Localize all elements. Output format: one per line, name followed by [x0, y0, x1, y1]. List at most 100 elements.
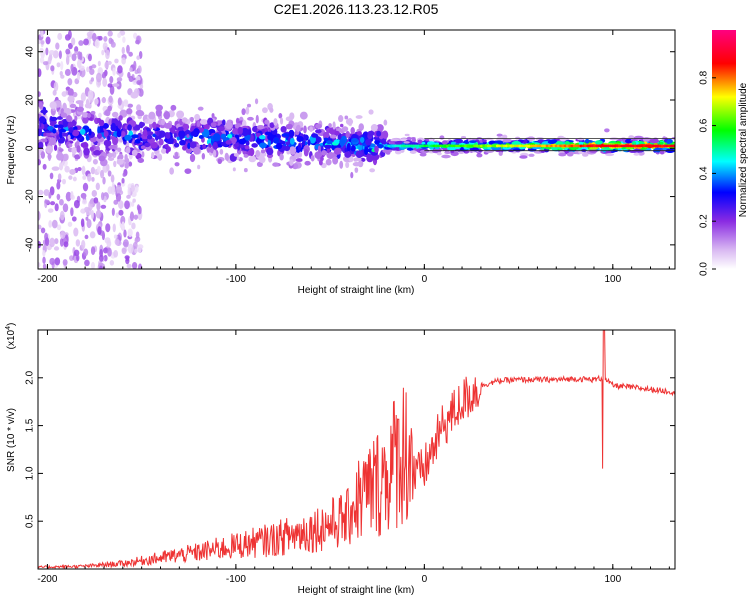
spectrogram-cell [127, 71, 131, 79]
spectrogram-cell [118, 209, 124, 216]
spectrogram-cell [455, 144, 459, 148]
x-tick-label: 100 [604, 274, 621, 285]
spectrogram-cell [550, 144, 554, 148]
spectrogram-cell [346, 142, 351, 152]
spectrogram-cell [251, 143, 258, 148]
spectrogram-cell [578, 141, 584, 146]
spectrogram-cell [307, 139, 311, 146]
spectrogram-cell [124, 134, 132, 141]
spectrogram-cell [100, 169, 105, 179]
spectrogram-cell [80, 208, 85, 214]
spectrogram-cell [87, 89, 94, 100]
spectrogram-cell [101, 72, 107, 79]
spectrogram-cell [232, 167, 236, 172]
spectrogram-cell [577, 137, 585, 141]
spectrogram-cell [338, 115, 344, 123]
spectrogram-cell [107, 157, 115, 161]
spectrogram-cell [255, 150, 261, 158]
x-tick-label: -200 [37, 574, 57, 585]
y-tick-label: 40 [25, 46, 36, 58]
spectrogram-cell [283, 145, 291, 152]
spectrogram-cell [114, 238, 120, 246]
spectrogram-cell [48, 220, 53, 228]
spectrogram-cell [87, 112, 91, 119]
y-tick-label: 1.5 [25, 418, 36, 432]
spectrogram-cell [141, 151, 145, 158]
spectrogram-cell [434, 146, 440, 150]
spectrogram-cell [498, 151, 503, 156]
spectrogram-cell [95, 72, 102, 83]
spectrogram-cell [38, 68, 42, 77]
spectrogram-cell [547, 144, 552, 148]
spectrogram-cell [127, 243, 134, 254]
colorbar-gradient [712, 30, 736, 269]
spectrogram-cell [140, 122, 145, 127]
spectrogram-cell [605, 150, 612, 154]
spectrogram-cell [403, 144, 407, 148]
spectrogram-cell [84, 259, 90, 267]
spectrogram-cell [174, 151, 179, 159]
spectrogram-cell [356, 131, 362, 136]
spectrogram-cell [113, 199, 119, 205]
spectrogram-cell [475, 144, 479, 148]
spectrogram-cell [301, 140, 306, 146]
spectrogram-cell [324, 144, 333, 149]
spectrogram-cell [79, 128, 86, 135]
spectrogram-cell [98, 254, 104, 262]
spectrogram-cell [42, 249, 46, 257]
spectrogram-cell [56, 124, 64, 129]
colorbar-label: Normalized spectral amplitude [738, 82, 749, 217]
spectrogram-cell [108, 144, 117, 150]
spectrogram-cell [241, 108, 246, 116]
spectrogram-cell [376, 124, 384, 132]
spectrogram-cell [102, 123, 109, 129]
spectrogram-cell [89, 199, 94, 204]
spectrogram-cell [400, 144, 405, 148]
spectrogram-cell [144, 142, 151, 148]
spectrogram-cell [484, 144, 488, 148]
colorbar-ticks: 0.0 0.2 0.4 0.6 0.8 [699, 70, 716, 276]
spectrogram-cell [370, 124, 378, 132]
spectrogram-cell [73, 126, 78, 131]
spectrogram-cell [139, 84, 144, 89]
spectrogram-cell [112, 83, 120, 87]
spectrogram-cell [111, 207, 115, 217]
spectrogram-cell [642, 144, 647, 148]
spectrogram-cell [315, 136, 322, 143]
spectrogram-cell [631, 141, 637, 146]
spectrogram-cell [322, 131, 330, 139]
spectrogram-cell [341, 126, 349, 132]
spectrogram-cell [85, 216, 89, 221]
spectrogram-cell [647, 144, 651, 148]
spectrogram-cell [124, 162, 129, 169]
spectrogram-cell [110, 174, 115, 183]
spectrogram-cell [588, 144, 592, 148]
spectrogram-cell [69, 255, 74, 262]
spectrogram-cell [399, 138, 408, 142]
spectrogram-cell [197, 164, 201, 170]
spectrogram-cell [81, 165, 86, 176]
spectrogram-cell [58, 50, 62, 60]
spectrogram-cell [107, 186, 113, 194]
spectrogram-cell [178, 130, 186, 139]
spectrogram-cell [414, 144, 418, 148]
spectrogram-cell [350, 145, 356, 152]
spectrogram-cell [91, 176, 95, 182]
spectrogram-cell [54, 203, 59, 212]
spectrogram-cell [314, 151, 323, 159]
spectrogram-cell [75, 239, 81, 247]
spectrogram-cell [189, 141, 197, 149]
spectrogram-cell [68, 175, 73, 180]
spectrogram-cell [391, 144, 396, 148]
spectrogram-cell [516, 144, 520, 148]
spectrogram-cell [656, 144, 660, 148]
spectrogram-cell [190, 131, 198, 137]
spectrogram-cell [115, 212, 119, 218]
x-tick-label: 0 [422, 574, 428, 585]
spectrogram-cell [426, 141, 436, 146]
spectrogram-cell [49, 116, 58, 122]
spectrogram-cell [116, 130, 122, 138]
spectrogram-cell [117, 120, 122, 129]
spectrogram-cell [164, 122, 173, 129]
spectrogram-cell [107, 83, 113, 88]
